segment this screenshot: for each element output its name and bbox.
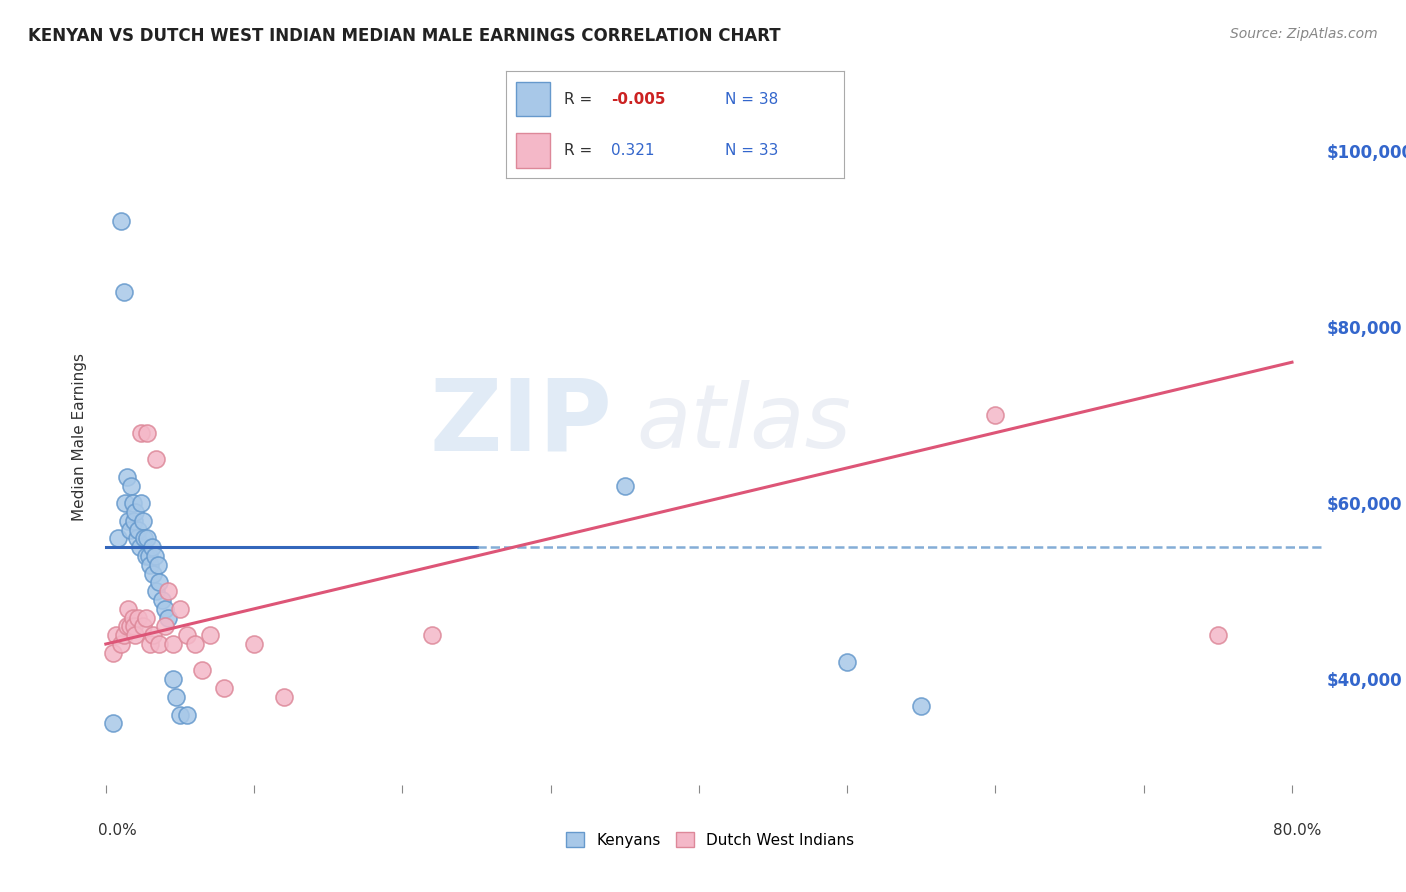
Point: [115, 619, 138, 633]
Point: [136, 532, 159, 546]
Point: [910, 698, 932, 713]
Point: [121, 610, 143, 624]
Text: 0.321: 0.321: [610, 143, 654, 158]
Point: [127, 610, 149, 624]
Point: [420, 628, 443, 642]
Point: [148, 575, 170, 590]
Point: [134, 532, 156, 546]
Point: [138, 549, 160, 563]
Point: [153, 602, 176, 616]
Point: [112, 285, 135, 299]
Point: [125, 532, 148, 546]
FancyBboxPatch shape: [516, 134, 550, 168]
Point: [198, 628, 221, 642]
FancyBboxPatch shape: [516, 82, 550, 116]
Point: [136, 425, 159, 440]
Point: [129, 540, 152, 554]
Point: [145, 452, 167, 467]
Point: [145, 584, 167, 599]
Point: [148, 637, 170, 651]
Point: [121, 496, 143, 510]
Text: atlas: atlas: [637, 380, 852, 467]
Point: [153, 619, 176, 633]
Point: [131, 425, 153, 440]
Text: R =: R =: [564, 143, 592, 158]
Point: [165, 690, 187, 704]
Point: [115, 469, 138, 483]
Point: [146, 558, 169, 572]
Point: [837, 655, 859, 669]
Point: [1206, 628, 1229, 642]
Y-axis label: Median Male Earnings: Median Male Earnings: [72, 353, 87, 521]
Point: [169, 707, 191, 722]
Point: [122, 514, 145, 528]
Point: [142, 628, 165, 642]
Point: [143, 549, 166, 563]
Point: [107, 532, 129, 546]
Point: [110, 214, 132, 228]
Point: [114, 496, 136, 510]
Point: [103, 646, 125, 660]
Point: [273, 690, 295, 704]
Point: [984, 408, 1007, 422]
Text: Source: ZipAtlas.com: Source: ZipAtlas.com: [1230, 27, 1378, 41]
Legend: Kenyans, Dutch West Indians: Kenyans, Dutch West Indians: [560, 826, 860, 854]
Point: [139, 637, 162, 651]
Point: [105, 628, 128, 642]
Point: [176, 628, 198, 642]
Point: [141, 540, 163, 554]
Point: [124, 505, 146, 519]
Text: 0.0%: 0.0%: [98, 823, 138, 838]
Point: [243, 637, 266, 651]
Point: [169, 602, 191, 616]
Point: [117, 602, 139, 616]
Text: -0.005: -0.005: [610, 92, 665, 107]
Point: [157, 610, 180, 624]
Point: [120, 478, 142, 492]
Text: ZIP: ZIP: [429, 375, 612, 472]
Point: [142, 566, 165, 581]
Point: [184, 637, 207, 651]
Point: [110, 637, 132, 651]
Point: [127, 523, 149, 537]
Text: N = 33: N = 33: [725, 143, 779, 158]
Point: [135, 610, 157, 624]
Text: KENYAN VS DUTCH WEST INDIAN MEDIAN MALE EARNINGS CORRELATION CHART: KENYAN VS DUTCH WEST INDIAN MEDIAN MALE …: [28, 27, 780, 45]
Point: [162, 637, 184, 651]
Text: N = 38: N = 38: [725, 92, 779, 107]
Point: [176, 707, 198, 722]
Point: [214, 681, 236, 695]
Point: [139, 558, 162, 572]
Point: [157, 584, 180, 599]
Point: [162, 673, 184, 687]
Point: [124, 628, 146, 642]
Text: R =: R =: [564, 92, 592, 107]
Point: [131, 496, 153, 510]
Point: [613, 478, 636, 492]
Point: [118, 523, 141, 537]
Point: [191, 664, 214, 678]
Point: [112, 628, 135, 642]
Text: 80.0%: 80.0%: [1274, 823, 1322, 838]
Point: [150, 593, 173, 607]
Point: [117, 514, 139, 528]
Point: [122, 619, 145, 633]
Point: [135, 549, 157, 563]
Point: [132, 514, 155, 528]
Point: [118, 619, 141, 633]
Point: [132, 619, 155, 633]
Point: [103, 716, 125, 731]
